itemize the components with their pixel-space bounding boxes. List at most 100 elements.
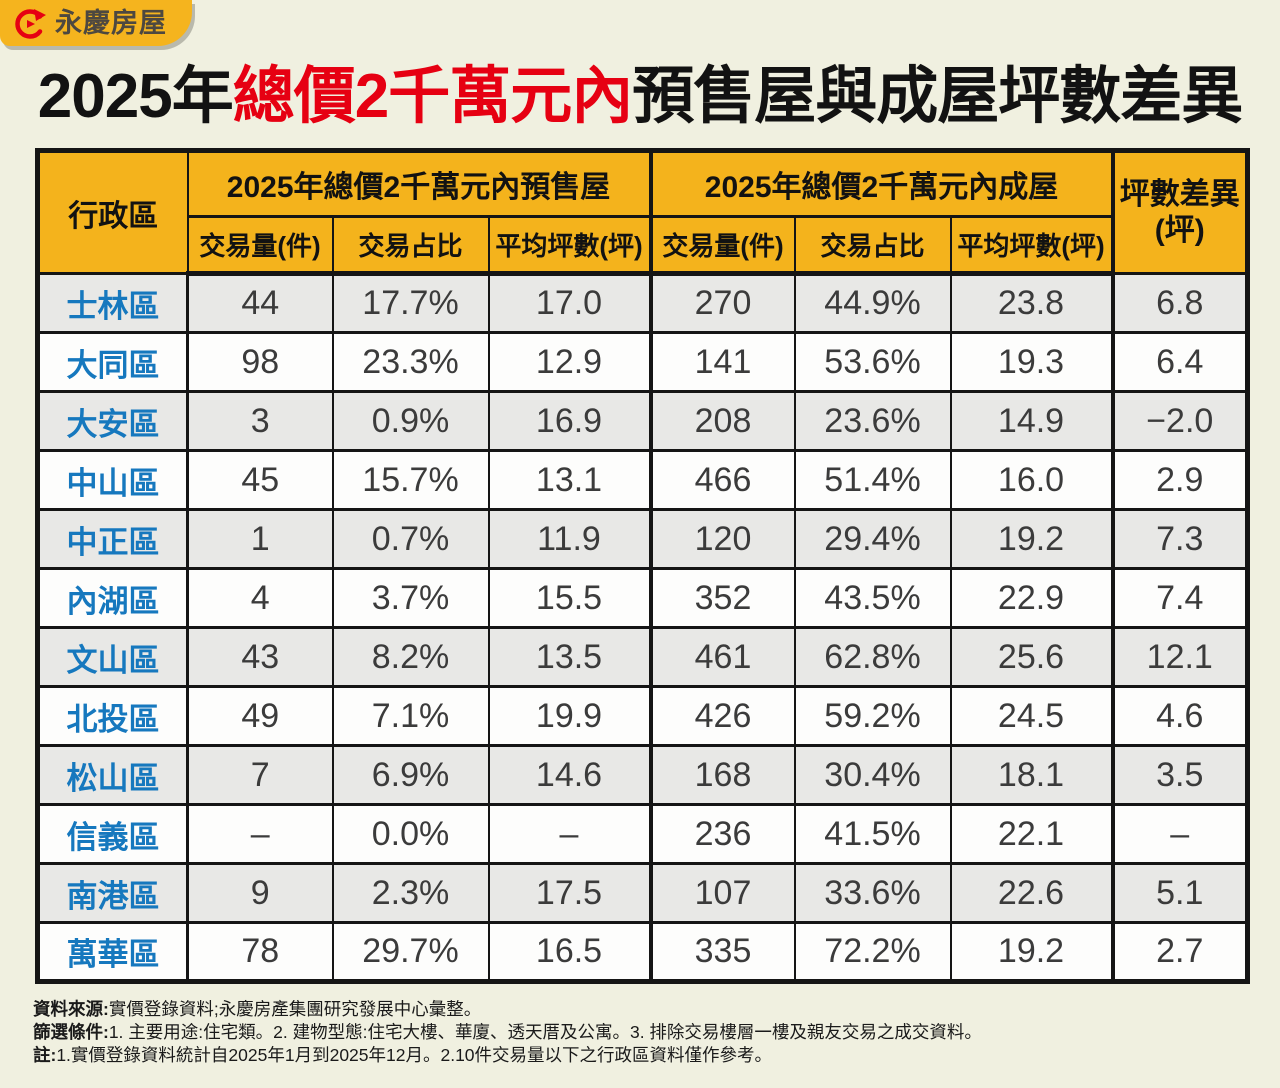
district-cell: 大安區	[36, 390, 189, 452]
source-label: 資料來源:	[33, 999, 109, 1019]
value-cell: 19.3	[949, 331, 1115, 393]
column-header-presale-avg-size: 平均坪數(坪)	[487, 215, 653, 276]
value-cell: –	[487, 803, 653, 865]
value-cell: 15.7%	[331, 449, 490, 511]
value-cell: 3.7%	[331, 567, 490, 629]
district-cell: 大同區	[36, 331, 189, 393]
value-cell: 45	[186, 449, 334, 511]
table-row: 北投區 49 7.1% 19.9 426 59.2% 24.5 4.6	[36, 685, 1249, 747]
district-cell: 南港區	[36, 862, 189, 924]
value-cell: 23.6%	[793, 390, 952, 452]
value-cell: 44	[186, 272, 334, 334]
value-cell: 22.1	[949, 803, 1115, 865]
value-cell: 7.1%	[331, 685, 490, 747]
column-header-existing-avg-size: 平均坪數(坪)	[949, 215, 1115, 276]
value-cell: 1	[186, 508, 334, 570]
value-cell: 14.9	[949, 390, 1115, 452]
value-cell: 22.9	[949, 567, 1115, 629]
column-header-presale-share: 交易占比	[331, 215, 490, 276]
value-cell: 12.9	[487, 331, 653, 393]
value-cell: −2.0	[1111, 390, 1249, 452]
value-cell: –	[186, 803, 334, 865]
value-cell: 168	[649, 744, 796, 806]
value-cell: 59.2%	[793, 685, 952, 747]
source-text: 實價登錄資料;永慶房產集團研究發展中心彙整。	[108, 999, 482, 1019]
value-cell: 16.9	[487, 390, 653, 452]
general-note: 註:1.實價登錄資料統計自2025年1月到2025年12月。2.10件交易量以下…	[33, 1044, 1247, 1067]
value-cell: 15.5	[487, 567, 653, 629]
district-cell: 中正區	[36, 508, 189, 570]
group-header-row: 行政區 2025年總價2千萬元內預售屋 2025年總價2千萬元內成屋 坪數差異 …	[36, 149, 1249, 275]
value-cell: 2.9	[1111, 449, 1249, 511]
column-header-district: 行政區	[36, 149, 189, 275]
district-cell: 文山區	[36, 626, 189, 688]
value-cell: 14.6	[487, 744, 653, 806]
value-cell: 208	[649, 390, 796, 452]
brand-badge: 永慶房屋	[0, 0, 192, 46]
value-cell: 18.1	[949, 744, 1115, 806]
column-header-diff: 坪數差異 (坪)	[1111, 149, 1249, 275]
district-cell: 中山區	[36, 449, 189, 511]
value-cell: 13.1	[487, 449, 653, 511]
value-cell: 19.9	[487, 685, 653, 747]
value-cell: 29.7%	[331, 921, 490, 983]
value-cell: 51.4%	[793, 449, 952, 511]
table-row: 士林區 44 17.7% 17.0 270 44.9% 23.8 6.8	[36, 272, 1249, 334]
value-cell: 17.5	[487, 862, 653, 924]
value-cell: 3.5	[1111, 744, 1249, 806]
value-cell: 4	[186, 567, 334, 629]
title-prefix: 2025年	[37, 62, 234, 131]
value-cell: 12.1	[1111, 626, 1249, 688]
district-cell: 士林區	[36, 272, 189, 334]
note-label: 註:	[33, 1045, 57, 1065]
value-cell: 6.9%	[331, 744, 490, 806]
value-cell: 6.4	[1111, 331, 1249, 393]
value-cell: 461	[649, 626, 796, 688]
value-cell: 120	[649, 508, 796, 570]
district-cell: 信義區	[36, 803, 189, 865]
group-header-presale: 2025年總價2千萬元內預售屋	[186, 149, 653, 218]
filter-note: 篩選條件:1. 主要用途:住宅類。2. 建物型態:住宅大樓、華廈、透天厝及公寓。…	[33, 1021, 1247, 1044]
value-cell: 6.8	[1111, 272, 1249, 334]
value-cell: 78	[186, 921, 334, 983]
title-suffix: 預售屋與成屋坪數差異	[632, 62, 1243, 131]
value-cell: –	[1111, 803, 1249, 865]
value-cell: 53.6%	[793, 331, 952, 393]
value-cell: 29.4%	[793, 508, 952, 570]
title-highlight: 總價2千萬元內	[232, 62, 633, 131]
value-cell: 7	[186, 744, 334, 806]
value-cell: 4.6	[1111, 685, 1249, 747]
sub-header-row: 交易量(件) 交易占比 平均坪數(坪) 交易量(件) 交易占比 平均坪數(坪)	[38, 215, 1248, 276]
value-cell: 236	[649, 803, 796, 865]
value-cell: 49	[186, 685, 334, 747]
value-cell: 0.0%	[331, 803, 490, 865]
value-cell: 25.6	[949, 626, 1115, 688]
district-cell: 內湖區	[36, 567, 189, 629]
yungching-logo-icon	[13, 6, 47, 40]
column-header-existing-share: 交易占比	[793, 215, 952, 276]
footer-notes: 資料來源:實價登錄資料;永慶房產集團研究發展中心彙整。 篩選條件:1. 主要用途…	[33, 998, 1247, 1067]
value-cell: 5.1	[1111, 862, 1249, 924]
value-cell: 107	[649, 862, 796, 924]
value-cell: 23.8	[949, 272, 1115, 334]
table-row: 信義區 –0.0% –236 41.5% 22.1–	[36, 803, 1249, 865]
diff-header-line1: 坪數差異	[1119, 177, 1240, 211]
table-row: 松山區 7 6.9% 14.6 168 30.4% 18.1 3.5	[36, 744, 1249, 806]
comparison-table: 行政區 2025年總價2千萬元內預售屋 2025年總價2千萬元內成屋 坪數差異 …	[35, 148, 1250, 984]
value-cell: 62.8%	[793, 626, 952, 688]
district-cell: 萬華區	[36, 921, 189, 983]
district-cell: 松山區	[36, 744, 189, 806]
value-cell: 7.3	[1111, 508, 1249, 570]
filter-text: 1. 主要用途:住宅類。2. 建物型態:住宅大樓、華廈、透天厝及公寓。3. 排除…	[108, 1022, 982, 1042]
value-cell: 466	[649, 449, 796, 511]
value-cell: 19.2	[949, 508, 1115, 570]
value-cell: 98	[186, 331, 334, 393]
note-text: 1.實價登錄資料統計自2025年1月到2025年12月。2.10件交易量以下之行…	[56, 1045, 773, 1065]
value-cell: 17.0	[487, 272, 653, 334]
table-row: 中山區 45 15.7% 13.1 466 51.4% 16.0 2.9	[36, 449, 1249, 511]
value-cell: 2.3%	[331, 862, 490, 924]
value-cell: 17.7%	[331, 272, 490, 334]
value-cell: 22.6	[949, 862, 1115, 924]
column-header-existing-volume: 交易量(件)	[649, 215, 796, 276]
